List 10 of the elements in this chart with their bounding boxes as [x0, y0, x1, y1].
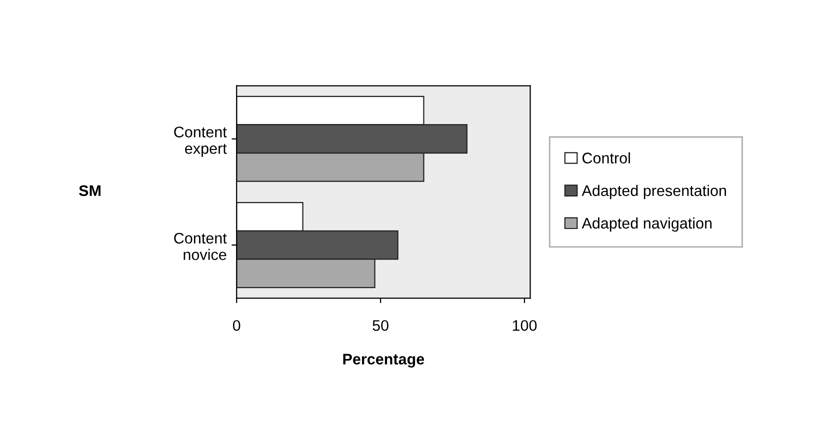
- legend-label: Control: [582, 152, 630, 164]
- x-tick-label: 0: [232, 320, 240, 331]
- y-axis-title: SM: [79, 185, 100, 196]
- x-tick-label: 50: [372, 320, 388, 331]
- legend-label: Adapted navigation: [582, 217, 712, 232]
- legend-label: Adapted presentation: [582, 184, 726, 200]
- x-axis-title: Percentage: [343, 354, 424, 368]
- x-tick-label: 100: [512, 320, 537, 331]
- y-tick-label: Content novice: [174, 232, 227, 260]
- y-tick-label: Content expert: [174, 126, 227, 157]
